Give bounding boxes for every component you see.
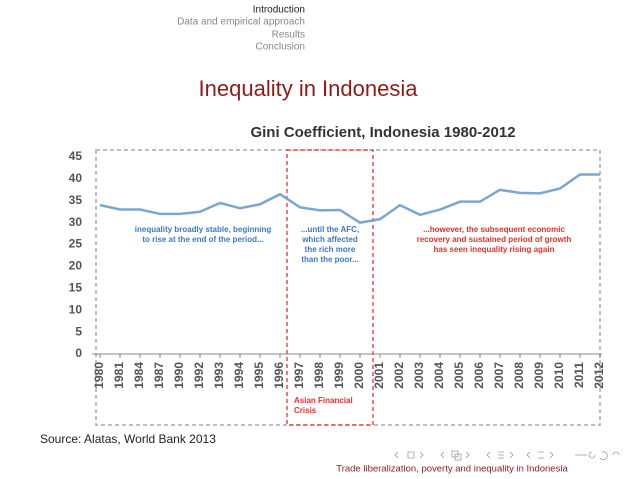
- y-tick-label: 0: [75, 346, 82, 360]
- x-tick-label: 1981: [112, 362, 126, 389]
- x-tick-label: 1992: [192, 362, 206, 389]
- nav-item[interactable]: Results: [272, 30, 305, 41]
- chart-title: Gini Coefficient, Indonesia 1980-2012: [250, 124, 515, 141]
- x-tick-label: 1984: [132, 362, 146, 389]
- x-tick-label: 2000: [352, 362, 366, 389]
- annotation: ...until the AFC,: [301, 225, 359, 234]
- x-tick-label: 2004: [432, 362, 446, 389]
- x-tick-label: 2003: [412, 362, 426, 389]
- annotation: Crisis: [294, 406, 317, 415]
- y-tick-label: 35: [69, 193, 83, 207]
- x-tick-label: 2001: [372, 362, 386, 389]
- annotation: Asian Financial: [294, 396, 353, 405]
- nav-symbols[interactable]: [394, 450, 620, 461]
- annotation: inequality broadly stable, beginning: [135, 225, 272, 234]
- x-tick-label: 1980: [92, 362, 106, 389]
- source: Source: Alatas, World Bank 2013: [40, 432, 216, 446]
- annotation: has seen inequality rising again: [434, 245, 555, 254]
- y-tick-label: 45: [69, 149, 83, 163]
- nav-item[interactable]: Introduction: [253, 5, 305, 16]
- crisis-box: [286, 149, 374, 426]
- x-tick-label: 2005: [452, 362, 466, 389]
- y-tick-label: 15: [69, 281, 83, 295]
- slide-title: Inequality in Indonesia: [199, 76, 419, 101]
- x-tick-label: 2010: [552, 362, 566, 389]
- x-tick-label: 2002: [392, 362, 406, 389]
- y-tick-label: 5: [75, 324, 82, 338]
- x-tick-label: 2012: [592, 362, 606, 389]
- annotation: the rich more: [305, 245, 356, 254]
- x-tick-label: 1994: [232, 362, 246, 389]
- x-tick-label: 1987: [152, 362, 166, 389]
- x-tick-label: 2007: [492, 362, 506, 389]
- footer: Trade liberalization, poverty and inequa…: [336, 464, 568, 475]
- annotation: which affected: [301, 235, 358, 244]
- y-tick-label: 10: [69, 302, 83, 316]
- annotation: to rise at the end of the period...: [142, 235, 263, 244]
- x-tick-label: 1995: [252, 362, 266, 389]
- line-series: [99, 173, 600, 224]
- y-tick-label: 25: [69, 237, 83, 251]
- nav-item[interactable]: Conclusion: [256, 42, 305, 53]
- nav-item[interactable]: Data and empirical approach: [177, 17, 305, 28]
- x-tick-label: 2006: [472, 362, 486, 389]
- x-tick-label: 1993: [212, 362, 226, 389]
- x-tick-label: 1999: [332, 362, 346, 389]
- annotation: ...however, the subsequent economic: [423, 225, 565, 234]
- x-tick-label: 2008: [512, 362, 526, 389]
- x-tick-label: 2011: [572, 362, 586, 388]
- y-tick-label: 40: [69, 171, 83, 185]
- x-tick-label: 1990: [172, 362, 186, 389]
- y-tick-label: 30: [69, 215, 83, 229]
- annotation: recovery and sustained period of growth: [417, 235, 572, 244]
- y-tick-label: 20: [69, 259, 83, 273]
- annotation: than the poor...: [301, 255, 358, 264]
- x-tick-label: 1997: [292, 362, 306, 389]
- x-tick-label: 1998: [312, 362, 326, 389]
- x-tick-label: 1996: [272, 362, 286, 389]
- x-tick-label: 2009: [532, 362, 546, 389]
